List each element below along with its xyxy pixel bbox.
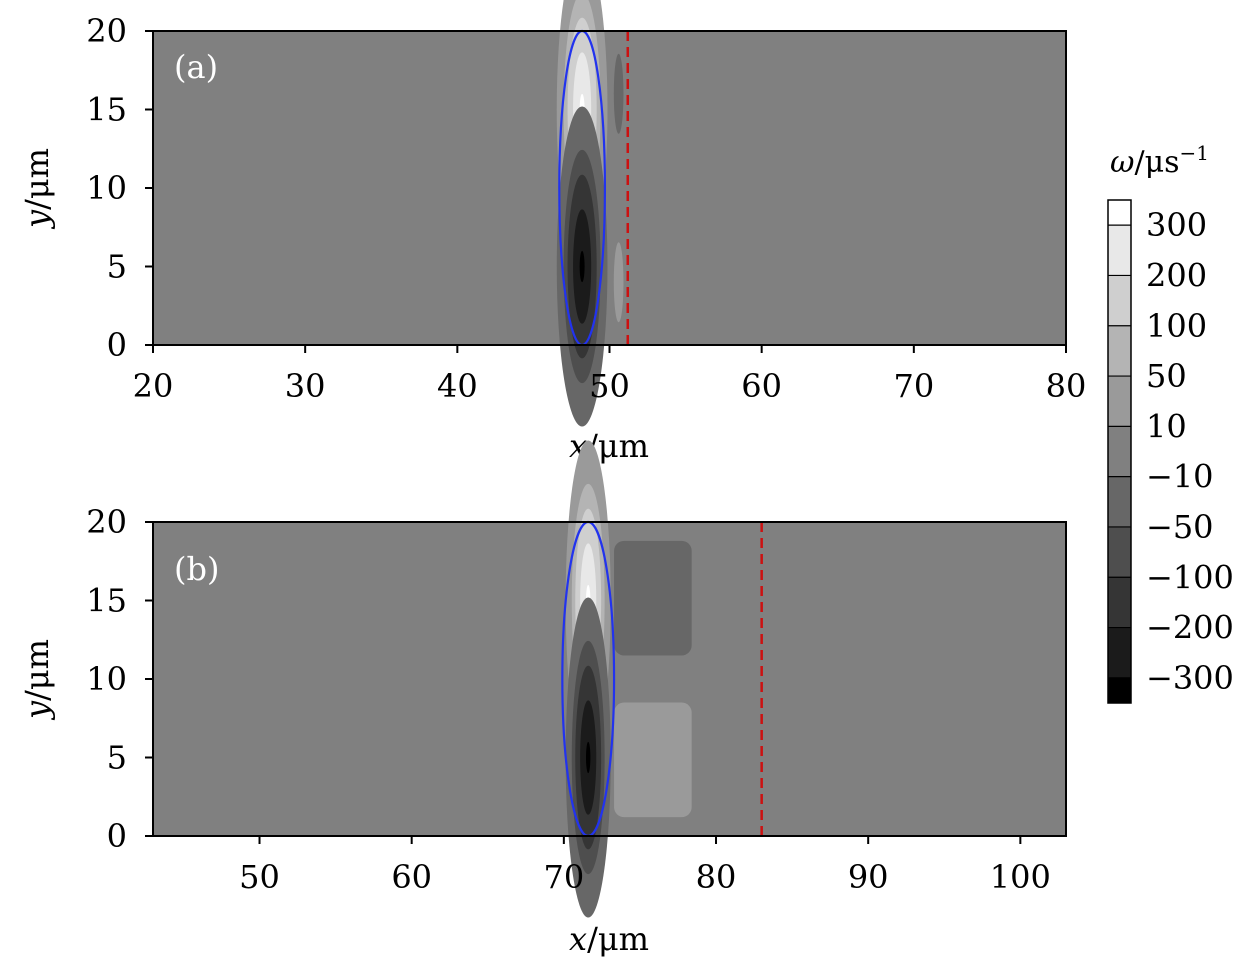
y-axis-var-b: y xyxy=(18,700,56,721)
colorbar-swatch-7 xyxy=(1108,526,1131,578)
colorbar-swatch-8 xyxy=(1108,577,1131,628)
colorbar-label-5: −10 xyxy=(1146,458,1214,496)
y-tick-label-a-2: 10 xyxy=(86,169,127,207)
y-ticks-a: 0 5 10 15 20 xyxy=(86,12,153,364)
y-tick-label-a-3: 15 xyxy=(86,91,127,129)
plot-area-a xyxy=(153,0,1066,427)
vortex-contour-b-1-300 xyxy=(585,741,591,774)
colorbar-label-8: −200 xyxy=(1146,609,1234,647)
x-tick-label-b-1: 60 xyxy=(391,858,432,896)
colorbar-swatch-2 xyxy=(1108,275,1131,326)
x-tick-label-b-5: 100 xyxy=(990,858,1051,896)
colorbar-swatch-1 xyxy=(1108,225,1131,276)
panel-b: (b) 50 60 70 80 90 100 0 5 10 15 20 x/μm y/μm xyxy=(18,440,1067,958)
x-tick-label-b-0: 50 xyxy=(239,858,280,896)
x-tick-label-a-1: 30 xyxy=(285,367,326,405)
x-axis-unit-b: /μm xyxy=(587,920,649,958)
y-tick-label-b-3: 15 xyxy=(86,582,127,620)
y-axis-label-b: y/μm xyxy=(18,639,56,721)
colorbar-swatch-9 xyxy=(1108,627,1131,678)
vortex-contour-a-3-10 xyxy=(613,242,624,323)
colorbar-swatch-3 xyxy=(1108,325,1131,377)
colorbar-label-9: −300 xyxy=(1146,659,1234,697)
y-tick-label-a-4: 20 xyxy=(86,12,127,50)
y-tick-label-a-0: 0 xyxy=(107,326,127,364)
colorbar-swatches xyxy=(1107,199,1132,704)
x-tick-label-b-4: 90 xyxy=(848,858,889,896)
colorbar-title-unit: /μs xyxy=(1134,145,1179,180)
colorbar-label-4: 10 xyxy=(1146,407,1187,445)
plot-area-b xyxy=(153,440,1066,918)
y-tick-label-b-2: 10 xyxy=(86,660,127,698)
x-tick-label-a-3: 50 xyxy=(589,367,630,405)
y-axis-label-a: y/μm xyxy=(18,148,56,230)
vorticity-patch-b-1 xyxy=(614,702,692,818)
y-tick-label-b-0: 0 xyxy=(107,817,127,855)
colorbar-label-2: 100 xyxy=(1146,307,1207,345)
x-axis-var-b: x xyxy=(569,920,587,958)
y-ticks-b: 0 5 10 15 20 xyxy=(86,503,153,855)
colorbar-title: ω/μs−1 xyxy=(1110,141,1209,180)
x-tick-label-b-2: 70 xyxy=(543,858,584,896)
vorticity-patch-b-0 xyxy=(614,540,692,656)
colorbar-swatch-5 xyxy=(1108,426,1131,477)
colorbar-swatch-10 xyxy=(1108,677,1131,703)
colorbar-label-6: −50 xyxy=(1146,508,1214,546)
y-axis-unit-a: /μm xyxy=(18,148,56,210)
panel-label-b: (b) xyxy=(174,550,219,588)
x-tick-label-b-3: 80 xyxy=(696,858,737,896)
colorbar: ω/μs−1 300 200 100 50 10 −10 −50 −100 −200 −300 xyxy=(1107,141,1234,704)
x-tick-label-a-6: 80 xyxy=(1046,367,1087,405)
panel-label-a: (a) xyxy=(174,48,218,86)
colorbar-label-7: −100 xyxy=(1146,558,1234,596)
y-axis-var-a: y xyxy=(18,209,56,230)
y-tick-label-b-1: 5 xyxy=(107,739,127,777)
colorbar-swatch-4 xyxy=(1108,376,1131,427)
colorbar-title-var: ω xyxy=(1110,145,1134,180)
colorbar-labels: 300 200 100 50 10 −10 −50 −100 −200 −300 xyxy=(1108,206,1234,697)
vortex-contour-a-2-10 xyxy=(613,53,624,134)
x-ticks-b: 50 60 70 80 90 100 xyxy=(239,836,1051,896)
colorbar-label-1: 200 xyxy=(1146,256,1207,294)
y-tick-label-a-1: 5 xyxy=(107,248,127,286)
colorbar-label-3: 50 xyxy=(1146,357,1187,395)
x-tick-label-a-5: 70 xyxy=(893,367,934,405)
colorbar-label-0: 300 xyxy=(1146,206,1207,244)
colorbar-swatch-6 xyxy=(1108,476,1131,527)
x-tick-label-a-4: 60 xyxy=(741,367,782,405)
x-tick-label-a-0: 20 xyxy=(133,367,174,405)
colorbar-title-exponent: −1 xyxy=(1179,141,1208,165)
x-axis-label-b: x/μm xyxy=(569,920,649,958)
x-tick-label-a-2: 40 xyxy=(437,367,478,405)
y-tick-label-b-4: 20 xyxy=(86,503,127,541)
field-background-a xyxy=(153,31,1066,345)
colorbar-swatch-0 xyxy=(1108,200,1131,226)
x-ticks-a: 20 30 40 50 60 70 80 xyxy=(133,345,1087,405)
vortex-contour-a-1-300 xyxy=(579,250,585,283)
y-axis-unit-b: /μm xyxy=(18,639,56,701)
colorbar-frame xyxy=(1107,199,1132,704)
